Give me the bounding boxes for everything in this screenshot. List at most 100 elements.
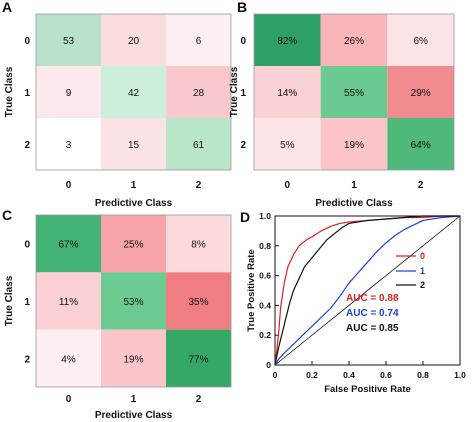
x-axis-label: False Positive Rate <box>324 384 411 395</box>
cell-value: 42 <box>128 88 140 99</box>
y-tick-label: 1.0 <box>259 211 271 221</box>
x-tick-label: 0.6 <box>380 370 392 380</box>
heatmap-cell <box>101 329 166 387</box>
row-tick-label: 2 <box>24 140 30 151</box>
heatmap-cell <box>166 14 231 66</box>
cell-value: 6% <box>413 36 428 47</box>
legend-label: 0 <box>420 251 425 261</box>
cell-value: 14% <box>277 88 297 99</box>
panel-label: D <box>240 209 250 225</box>
row-tick-label: 0 <box>240 36 246 47</box>
cell-value: 6 <box>196 36 202 47</box>
heatmap-cell <box>101 66 166 118</box>
heatmap-cell <box>166 66 231 118</box>
cell-value: 67% <box>58 240 78 251</box>
row-tick-label: 1 <box>240 88 246 99</box>
heatmap-cell <box>254 14 321 66</box>
heatmap-cell <box>36 272 101 330</box>
legend-label: 1 <box>420 266 425 276</box>
y-axis-label: True Class <box>4 66 15 117</box>
roc-curve-series-1 <box>274 215 461 366</box>
panel-frame <box>35 214 232 388</box>
x-axis-label: Predictive Class <box>95 198 173 209</box>
diagonal-reference-line <box>274 215 461 366</box>
x-tick-label: 0.2 <box>306 370 318 380</box>
column-tick-label: 2 <box>418 180 424 191</box>
row-tick-label: 2 <box>240 140 246 151</box>
cell-value: 53 <box>63 36 75 47</box>
column-tick-label: 2 <box>196 180 202 191</box>
heatmap-cell <box>36 215 101 273</box>
heatmap-cell <box>387 118 454 170</box>
heatmap-cell <box>387 66 454 118</box>
auc-annotation: AUC = 0.88 <box>346 293 399 304</box>
cell-value: 4% <box>61 354 76 365</box>
x-tick-label: 1.0 <box>454 370 466 380</box>
heatmap-cell <box>101 215 166 273</box>
heatmap-cell <box>101 272 166 330</box>
cell-value: 55% <box>344 88 364 99</box>
cell-value: 64% <box>411 140 431 151</box>
row-tick-label: 0 <box>24 36 30 47</box>
row-tick-label: 0 <box>24 240 30 251</box>
cell-value: 20 <box>128 36 140 47</box>
panel-frame <box>253 13 455 171</box>
cell-value: 19% <box>123 354 143 365</box>
row-tick-label: 1 <box>24 297 30 308</box>
panel-frame <box>35 13 232 171</box>
heatmap-cell <box>36 118 101 170</box>
y-tick-label: 0.4 <box>259 300 271 310</box>
heatmap-cell <box>36 14 101 66</box>
heatmap-cell <box>101 14 166 66</box>
x-axis-label: Predictive Class <box>95 410 173 421</box>
column-tick-label: 0 <box>66 394 72 405</box>
heatmap-cell <box>36 66 101 118</box>
column-tick-label: 2 <box>196 394 202 405</box>
auc-annotation: AUC = 0.74 <box>346 308 399 319</box>
cell-value: 82% <box>277 36 297 47</box>
row-tick-label: 2 <box>24 354 30 365</box>
cell-value: 28 <box>193 88 205 99</box>
heatmap-cell <box>166 272 231 330</box>
cell-value: 19% <box>344 140 364 151</box>
column-tick-label: 0 <box>285 180 291 191</box>
column-tick-label: 1 <box>131 180 137 191</box>
column-tick-label: 1 <box>131 394 137 405</box>
cell-value: 8% <box>191 240 206 251</box>
y-tick-label: 0.6 <box>259 271 271 281</box>
column-tick-label: 0 <box>66 180 72 191</box>
heatmap-cell <box>36 329 101 387</box>
cell-value: 35% <box>188 297 208 308</box>
panel-label: C <box>2 207 12 223</box>
x-tick-label: 0.8 <box>417 370 429 380</box>
heatmap-cell <box>320 118 388 170</box>
heatmap-cell <box>166 215 231 273</box>
cell-value: 3 <box>66 140 72 151</box>
x-tick-label: 0.4 <box>343 370 355 380</box>
x-tick-label: 0 <box>273 370 278 380</box>
cell-value: 53% <box>123 297 143 308</box>
x-axis-label: Predictive Class <box>315 198 393 209</box>
heatmap-cell <box>387 14 454 66</box>
heatmap-cell <box>254 118 321 170</box>
legend-label: 2 <box>420 280 425 290</box>
panel-label: A <box>2 0 12 15</box>
cell-value: 11% <box>59 297 78 308</box>
row-tick-label: 1 <box>24 88 30 99</box>
y-axis-label: True Class <box>229 66 240 117</box>
cell-value: 15 <box>128 140 140 151</box>
heatmap-cell <box>101 118 166 170</box>
heatmap-cell <box>166 329 231 387</box>
heatmap-cell <box>320 66 388 118</box>
y-tick-label: 0.2 <box>259 330 271 340</box>
y-tick-label: 0.8 <box>259 241 271 251</box>
cell-value: 5% <box>280 140 295 151</box>
y-axis-label: True Positive Rate <box>246 249 257 331</box>
cell-value: 25% <box>123 240 143 251</box>
y-axis-label: True Class <box>4 275 15 326</box>
heatmap-cell <box>254 66 321 118</box>
column-tick-label: 1 <box>351 180 357 191</box>
cell-value: 61 <box>193 140 205 151</box>
heatmap-cell <box>166 118 231 170</box>
